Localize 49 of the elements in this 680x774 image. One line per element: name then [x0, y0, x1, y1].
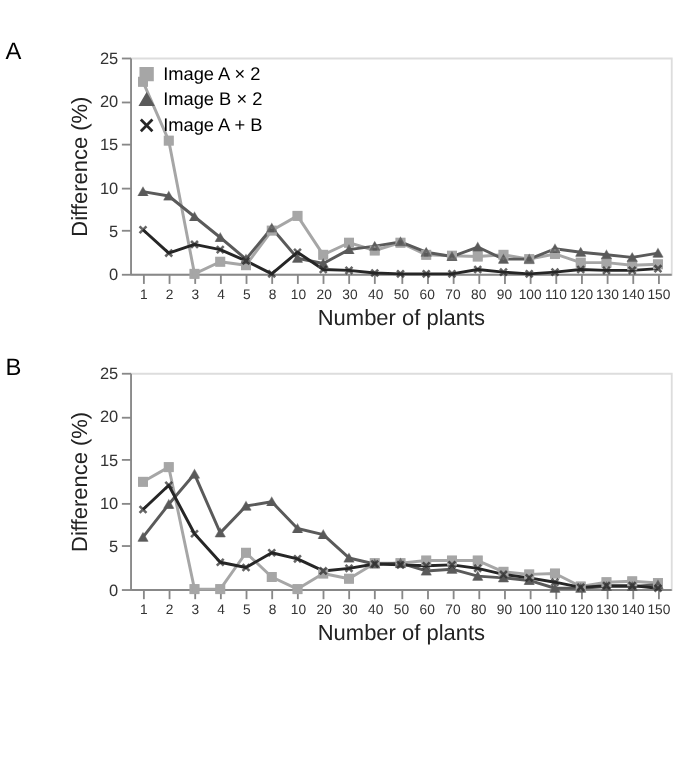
point — [550, 577, 560, 587]
y-tick-label: 25 — [99, 49, 120, 68]
y-tick-label: 10 — [99, 179, 120, 198]
point — [292, 247, 303, 257]
y-tick-label: 25 — [99, 365, 120, 384]
point — [215, 244, 225, 255]
point — [164, 480, 174, 491]
point — [370, 268, 380, 278]
y-axis-title: Difference (%) — [69, 411, 94, 552]
legend-label: Image B × 2 — [163, 89, 263, 110]
point — [292, 554, 303, 564]
point — [189, 529, 200, 539]
point — [344, 265, 354, 276]
point — [421, 269, 431, 279]
point — [395, 269, 406, 279]
y-tick-label: 20 — [99, 408, 120, 427]
y-tick-label: 5 — [109, 538, 120, 557]
point — [550, 267, 560, 277]
y-tick-label: 20 — [99, 93, 120, 112]
point — [267, 269, 277, 279]
y-tick-label: 10 — [99, 495, 120, 514]
point — [524, 269, 534, 279]
y-tick-label: 0 — [109, 581, 120, 600]
y-axis-title: Difference (%) — [69, 96, 94, 237]
point — [576, 264, 586, 275]
legend-label: Image A + B — [163, 114, 263, 135]
y-tick-label: 0 — [109, 266, 120, 285]
point — [601, 265, 612, 276]
text: B — [5, 352, 22, 381]
x-axis-title: Number of plants — [317, 622, 487, 647]
x-axis-title: Number of plants — [317, 307, 487, 332]
y-tick-label: 15 — [99, 451, 120, 470]
point — [627, 265, 637, 276]
point — [215, 557, 225, 568]
point — [421, 561, 431, 571]
y-tick-label: 5 — [109, 223, 120, 242]
point — [318, 264, 328, 275]
text: A — [5, 37, 22, 66]
point — [189, 239, 200, 250]
point — [498, 267, 509, 277]
point — [473, 264, 483, 275]
y-tick-label: 15 — [99, 136, 120, 155]
point — [473, 563, 483, 574]
legend-label: Image A × 2 — [163, 63, 261, 84]
point — [267, 548, 277, 558]
point — [447, 269, 457, 279]
point — [241, 562, 251, 573]
point — [164, 248, 174, 258]
point — [344, 563, 354, 574]
